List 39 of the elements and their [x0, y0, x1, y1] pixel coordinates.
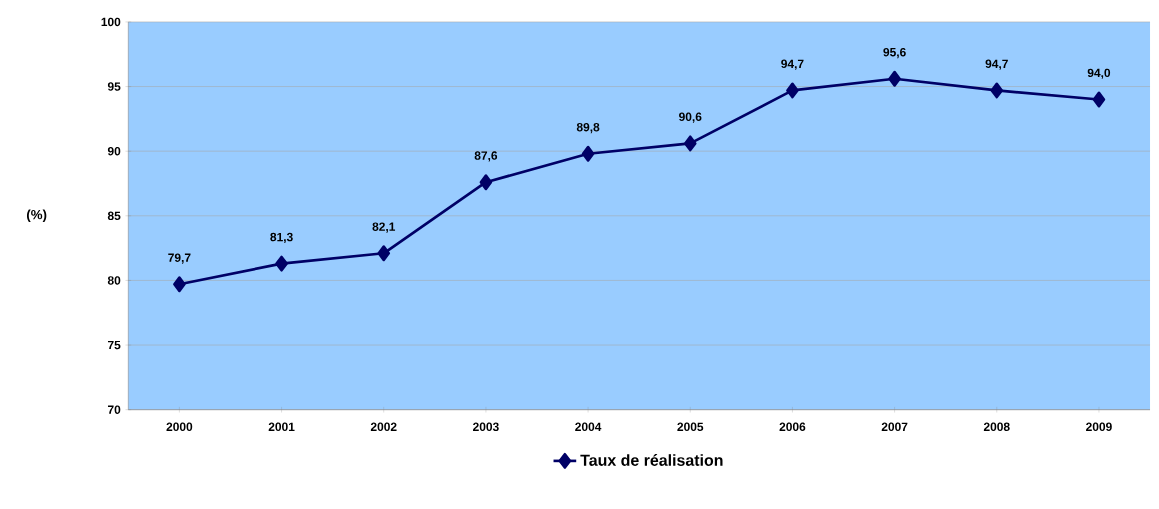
x-tick-label: 2004: [575, 422, 602, 431]
x-tick-label: 2002: [370, 422, 397, 431]
point: [377, 245, 391, 262]
data-label: 79,7: [168, 253, 191, 264]
y-tick-label: 70: [107, 405, 121, 414]
x-tick-label: 2000: [166, 422, 193, 431]
x-tick-label: 2006: [779, 422, 806, 431]
x-tick-label: 2005: [677, 422, 704, 431]
x-tick-label: 2007: [881, 422, 908, 431]
x-tick-label: 2003: [473, 422, 499, 431]
data-label: 95,6: [883, 47, 906, 58]
data-label: 89,8: [576, 122, 600, 133]
y-tick-label: 80: [107, 276, 121, 285]
data-label: 94,7: [781, 59, 804, 70]
point: [888, 70, 901, 87]
point: [1092, 91, 1106, 108]
legend-label: Taux de réalisation: [580, 453, 723, 466]
y-tick-label: 85: [107, 211, 121, 220]
point: [683, 135, 697, 152]
point: [786, 82, 799, 99]
y-tick-label: 95: [107, 82, 121, 91]
point: [581, 145, 595, 162]
data-label: 82,1: [372, 222, 396, 233]
data-label: 87,6: [474, 151, 498, 162]
x-tick-label: 2009: [1086, 422, 1112, 431]
x-tick-label: 2001: [268, 422, 295, 431]
point: [173, 276, 186, 293]
y-tick-label: 90: [107, 146, 121, 156]
data-label: 90,6: [679, 112, 702, 123]
x-tick-label: 2008: [983, 422, 1010, 431]
point: [275, 255, 288, 272]
point: [990, 82, 1004, 99]
data-label: 94,0: [1087, 68, 1111, 79]
data-label: 94,7: [985, 59, 1008, 70]
y-axis-title: (%): [26, 209, 47, 222]
data-label: 81,3: [270, 232, 293, 243]
point: [479, 174, 493, 191]
y-tick-label: 75: [107, 340, 121, 350]
y-tick-label: 100: [101, 17, 121, 26]
